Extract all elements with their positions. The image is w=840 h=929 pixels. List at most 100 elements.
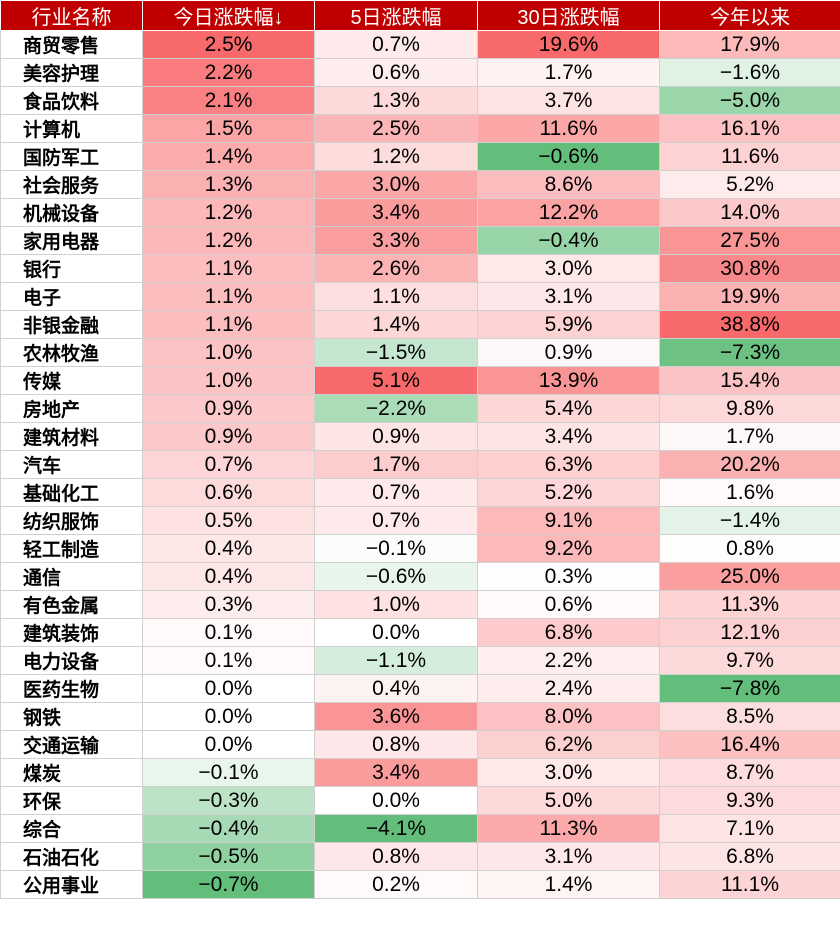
industry-name-cell: 轻工制造 — [1, 535, 143, 563]
table-row: 计算机 1.5% 2.5% 11.6% 16.1% — [1, 115, 840, 143]
industry-name-cell: 环保 — [1, 787, 143, 815]
daily-change-cell: 1.0% — [143, 367, 315, 395]
five-day-change-cell: 3.4% — [315, 199, 478, 227]
industry-name-cell: 石油石化 — [1, 843, 143, 871]
header-ytd-change[interactable]: 今年以来 — [660, 1, 840, 31]
ytd-change-cell: 30.8% — [660, 255, 840, 283]
industry-name-cell: 计算机 — [1, 115, 143, 143]
ytd-change-cell: 9.8% — [660, 395, 840, 423]
five-day-change-cell: 0.7% — [315, 507, 478, 535]
table-row: 石油石化 −0.5% 0.8% 3.1% 6.8% — [1, 843, 840, 871]
ytd-change-cell: 19.9% — [660, 283, 840, 311]
five-day-change-cell: 0.8% — [315, 731, 478, 759]
five-day-change-cell: −1.1% — [315, 647, 478, 675]
daily-change-cell: 2.2% — [143, 59, 315, 87]
ytd-change-cell: 8.7% — [660, 759, 840, 787]
header-industry-name[interactable]: 行业名称 — [1, 1, 143, 31]
table-row: 机械设备 1.2% 3.4% 12.2% 14.0% — [1, 199, 840, 227]
ytd-change-cell: 9.3% — [660, 787, 840, 815]
ytd-change-cell: 9.7% — [660, 647, 840, 675]
thirty-day-change-cell: 3.1% — [478, 843, 660, 871]
thirty-day-change-cell: 8.0% — [478, 703, 660, 731]
table-row: 有色金属 0.3% 1.0% 0.6% 11.3% — [1, 591, 840, 619]
daily-change-cell: −0.1% — [143, 759, 315, 787]
ytd-change-cell: 20.2% — [660, 451, 840, 479]
industry-name-cell: 美容护理 — [1, 59, 143, 87]
ytd-change-cell: 12.1% — [660, 619, 840, 647]
daily-change-cell: 2.1% — [143, 87, 315, 115]
industry-name-cell: 非银金融 — [1, 311, 143, 339]
ytd-change-cell: 27.5% — [660, 227, 840, 255]
ytd-change-cell: −7.8% — [660, 675, 840, 703]
industry-name-cell: 电子 — [1, 283, 143, 311]
table-row: 基础化工 0.6% 0.7% 5.2% 1.6% — [1, 479, 840, 507]
five-day-change-cell: 0.7% — [315, 31, 478, 59]
ytd-change-cell: 25.0% — [660, 563, 840, 591]
five-day-change-cell: 3.3% — [315, 227, 478, 255]
five-day-change-cell: −4.1% — [315, 815, 478, 843]
daily-change-cell: 1.1% — [143, 283, 315, 311]
daily-change-cell: 0.5% — [143, 507, 315, 535]
thirty-day-change-cell: 9.2% — [478, 535, 660, 563]
table-row: 电力设备 0.1% −1.1% 2.2% 9.7% — [1, 647, 840, 675]
thirty-day-change-cell: 12.2% — [478, 199, 660, 227]
table-row: 综合 −0.4% −4.1% 11.3% 7.1% — [1, 815, 840, 843]
five-day-change-cell: −2.2% — [315, 395, 478, 423]
thirty-day-change-cell: 3.0% — [478, 255, 660, 283]
industry-name-cell: 食品饮料 — [1, 87, 143, 115]
daily-change-cell: 0.1% — [143, 647, 315, 675]
daily-change-cell: 1.5% — [143, 115, 315, 143]
ytd-change-cell: 15.4% — [660, 367, 840, 395]
ytd-change-cell: 5.2% — [660, 171, 840, 199]
table-row: 商贸零售 2.5% 0.7% 19.6% 17.9% — [1, 31, 840, 59]
industry-name-cell: 建筑材料 — [1, 423, 143, 451]
five-day-change-cell: 2.6% — [315, 255, 478, 283]
daily-change-cell: 1.4% — [143, 143, 315, 171]
thirty-day-change-cell: 6.8% — [478, 619, 660, 647]
ytd-change-cell: 16.1% — [660, 115, 840, 143]
ytd-change-cell: 0.8% — [660, 535, 840, 563]
table-row: 轻工制造 0.4% −0.1% 9.2% 0.8% — [1, 535, 840, 563]
table-row: 公用事业 −0.7% 0.2% 1.4% 11.1% — [1, 871, 840, 899]
daily-change-cell: 0.4% — [143, 535, 315, 563]
daily-change-cell: −0.4% — [143, 815, 315, 843]
ytd-change-cell: −1.6% — [660, 59, 840, 87]
five-day-change-cell: −0.1% — [315, 535, 478, 563]
industry-performance-table: 行业名称 今日涨跌幅↓ 5日涨跌幅 30日涨跌幅 今年以来 商贸零售 2.5% 0.… — [0, 0, 840, 899]
ytd-change-cell: 11.6% — [660, 143, 840, 171]
thirty-day-change-cell: 3.7% — [478, 87, 660, 115]
thirty-day-change-cell: 1.7% — [478, 59, 660, 87]
ytd-change-cell: −7.3% — [660, 339, 840, 367]
thirty-day-change-cell: 6.2% — [478, 731, 660, 759]
daily-change-cell: 0.4% — [143, 563, 315, 591]
industry-name-cell: 建筑装饰 — [1, 619, 143, 647]
daily-change-cell: 0.0% — [143, 675, 315, 703]
industry-name-cell: 国防军工 — [1, 143, 143, 171]
industry-name-cell: 交通运输 — [1, 731, 143, 759]
table-row: 建筑装饰 0.1% 0.0% 6.8% 12.1% — [1, 619, 840, 647]
table-row: 电子 1.1% 1.1% 3.1% 19.9% — [1, 283, 840, 311]
five-day-change-cell: 2.5% — [315, 115, 478, 143]
table-row: 建筑材料 0.9% 0.9% 3.4% 1.7% — [1, 423, 840, 451]
ytd-change-cell: 1.6% — [660, 479, 840, 507]
header-row: 行业名称 今日涨跌幅↓ 5日涨跌幅 30日涨跌幅 今年以来 — [1, 1, 840, 31]
five-day-change-cell: 1.2% — [315, 143, 478, 171]
five-day-change-cell: 0.9% — [315, 423, 478, 451]
header-daily-change[interactable]: 今日涨跌幅↓ — [143, 1, 315, 31]
table-row: 非银金融 1.1% 1.4% 5.9% 38.8% — [1, 311, 840, 339]
table-row: 农林牧渔 1.0% −1.5% 0.9% −7.3% — [1, 339, 840, 367]
daily-change-cell: 0.9% — [143, 395, 315, 423]
daily-change-cell: 0.3% — [143, 591, 315, 619]
five-day-change-cell: 0.0% — [315, 619, 478, 647]
daily-change-cell: 1.3% — [143, 171, 315, 199]
industry-name-cell: 通信 — [1, 563, 143, 591]
header-5day-change[interactable]: 5日涨跌幅 — [315, 1, 478, 31]
table-row: 家用电器 1.2% 3.3% −0.4% 27.5% — [1, 227, 840, 255]
daily-change-cell: 1.0% — [143, 339, 315, 367]
industry-name-cell: 汽车 — [1, 451, 143, 479]
daily-change-cell: 0.7% — [143, 451, 315, 479]
header-30day-change[interactable]: 30日涨跌幅 — [478, 1, 660, 31]
thirty-day-change-cell: 0.9% — [478, 339, 660, 367]
industry-name-cell: 公用事业 — [1, 871, 143, 899]
table-row: 通信 0.4% −0.6% 0.3% 25.0% — [1, 563, 840, 591]
